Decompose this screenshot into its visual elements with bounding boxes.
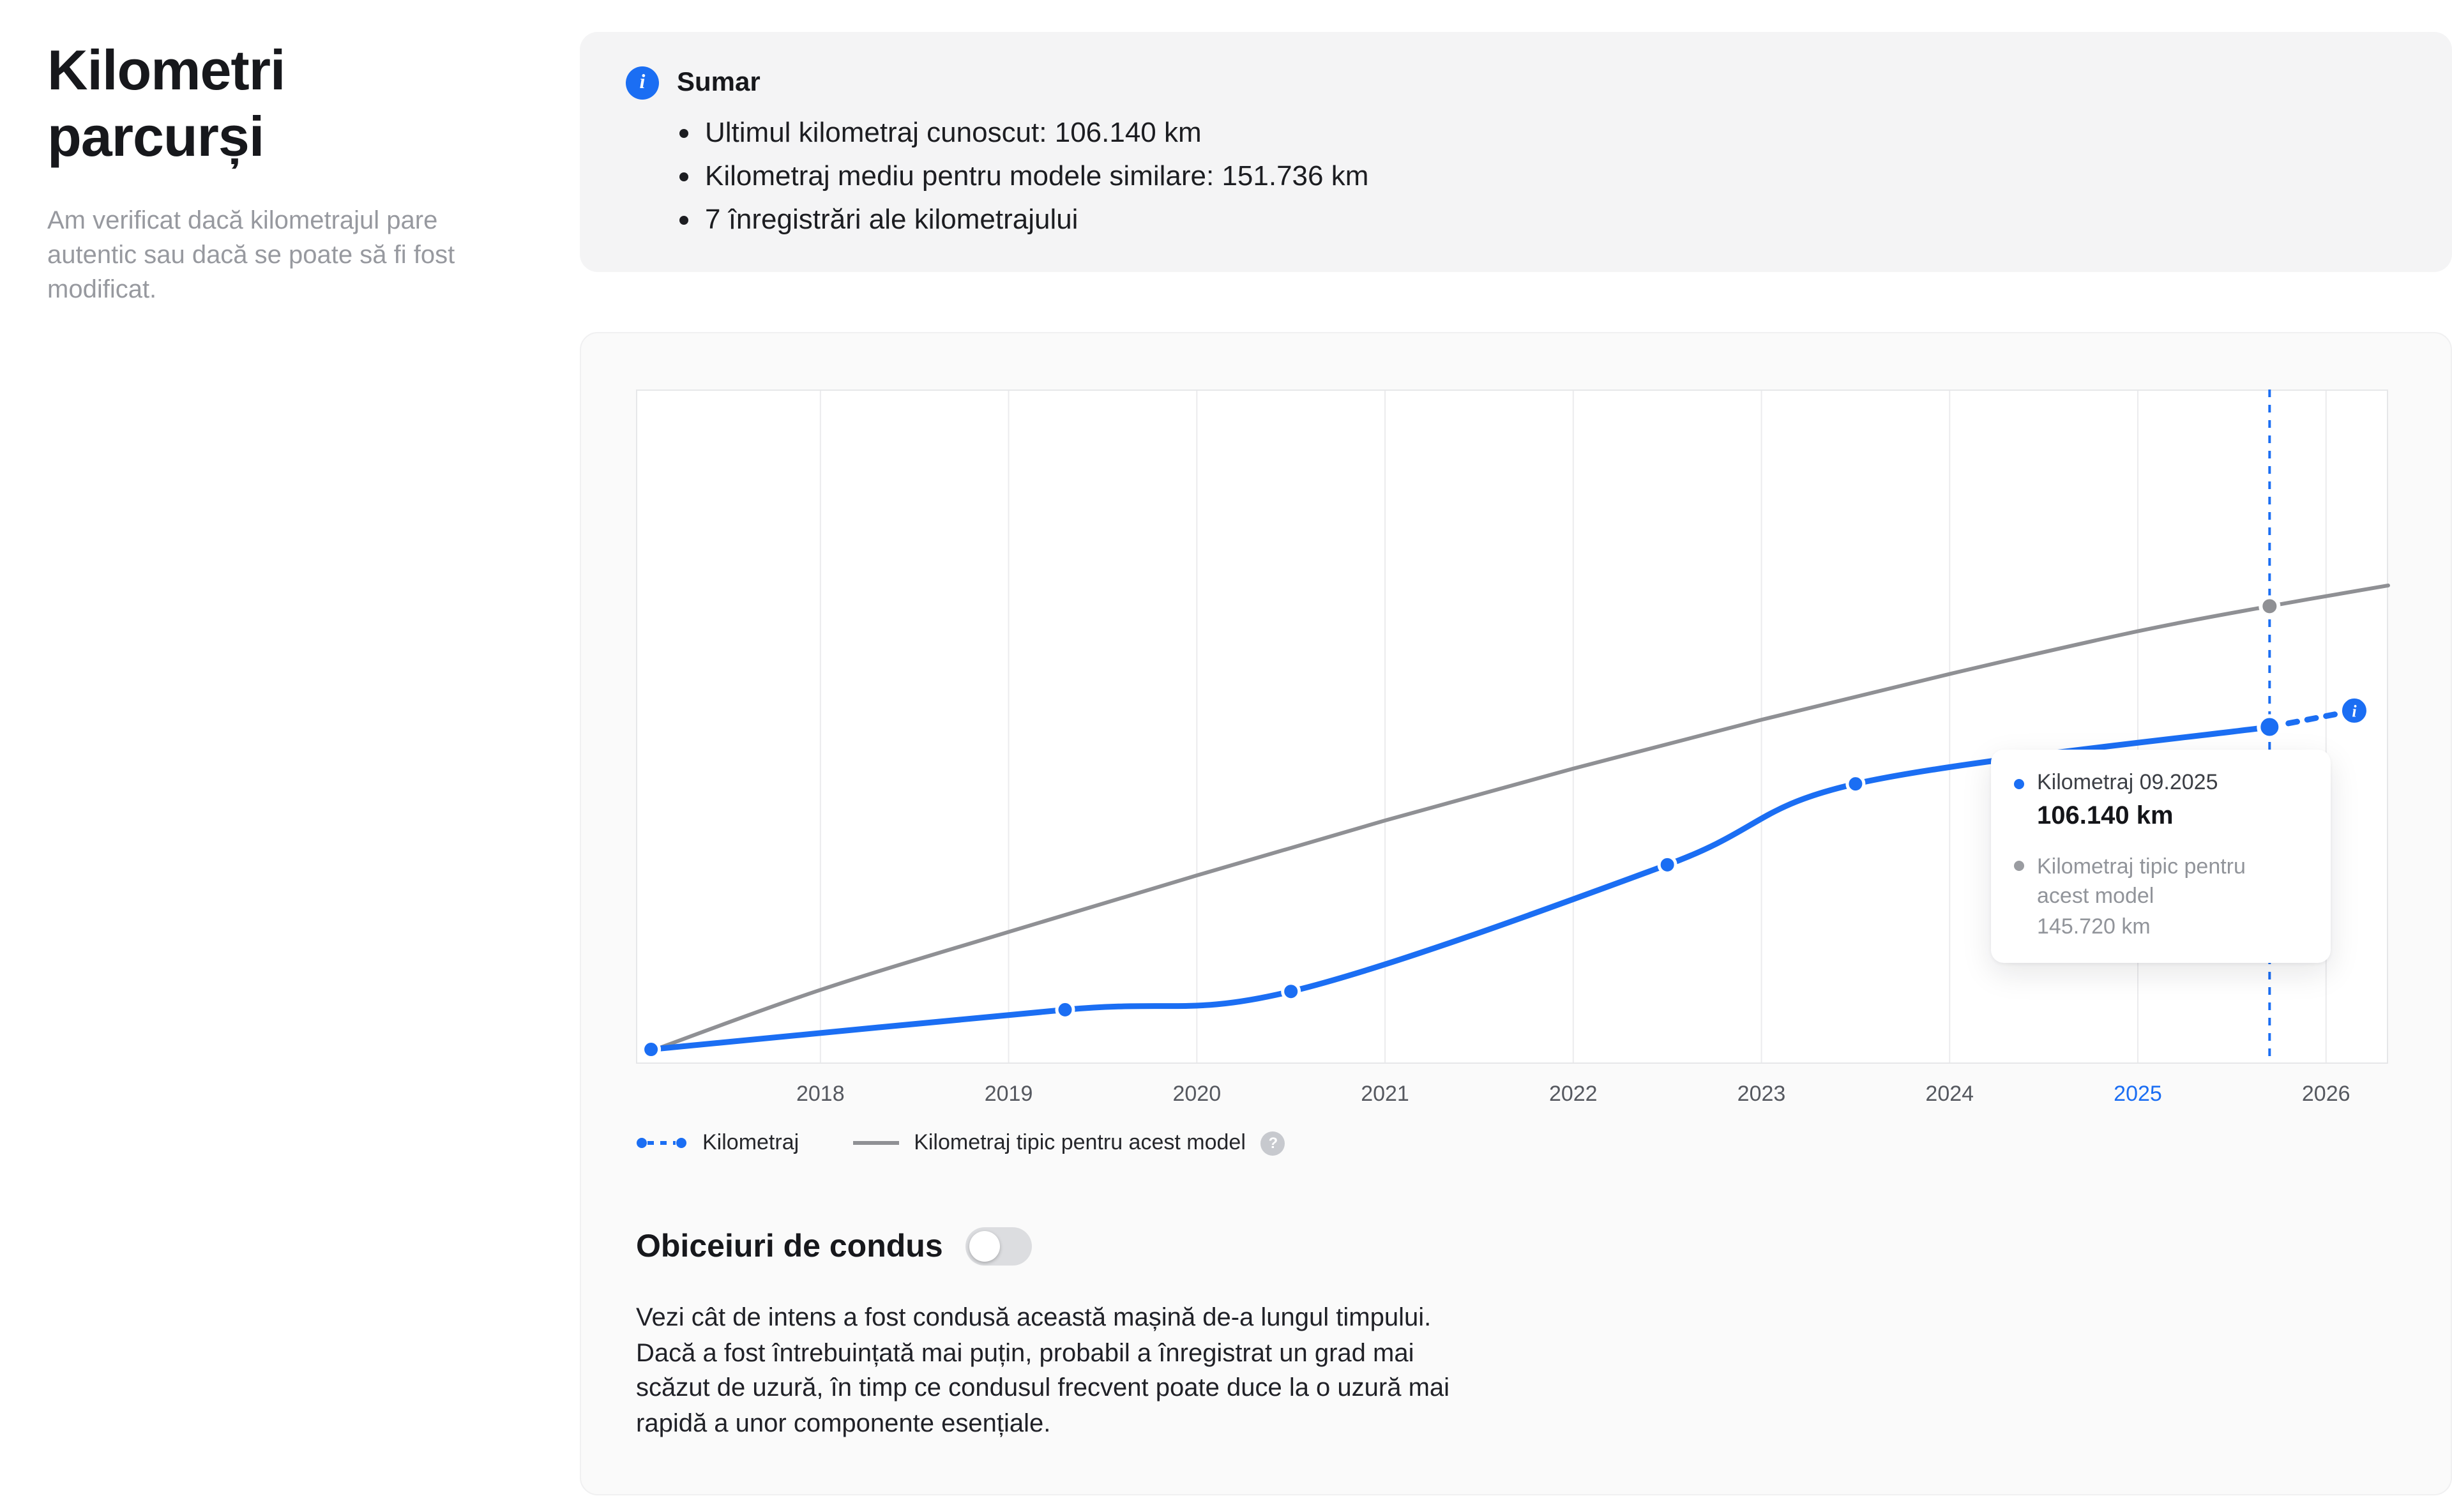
tooltip-typical-value: 145.720 km — [2037, 914, 2151, 939]
info-icon: i — [626, 66, 659, 100]
legend-label-typical: Kilometraj tipic pentru acest model — [914, 1130, 1246, 1154]
legend-label-mileage: Kilometraj — [702, 1130, 799, 1154]
mileage-chart[interactable]: i — [636, 389, 2390, 1064]
legend-item-mileage: Kilometraj — [636, 1130, 799, 1156]
driving-habits-heading: Obiceiuri de condus — [636, 1228, 943, 1264]
summary-item: 7 înregistrări ale kilometrajului — [705, 198, 2406, 241]
driving-habits-header: Obiceiuri de condus — [636, 1227, 1530, 1266]
summary-header: i Sumar — [626, 66, 2406, 100]
summary-card: i Sumar Ultimul kilometraj cunoscut: 106… — [580, 32, 2452, 272]
x-axis-label-2026: 2026 — [2301, 1082, 2350, 1106]
x-axis-label-2023: 2023 — [1737, 1082, 1786, 1106]
tooltip-typical-row: Kilometraj tipic pentru acest model 145.… — [2014, 852, 2308, 940]
x-axis-label-2021: 2021 — [1361, 1082, 1409, 1106]
x-axis-label-2022: 2022 — [1548, 1082, 1598, 1106]
chart-tooltip: Kilometraj 09.2025 106.140 km Kilometraj… — [1991, 750, 2331, 963]
x-axis-label-2025: 2025 — [2114, 1082, 2162, 1106]
help-icon[interactable]: ? — [1260, 1131, 1285, 1155]
blue-dot-icon — [2014, 779, 2024, 789]
x-axis: 2018 2019 2020 2021 2022 2023 2024 2025 2026 — [581, 1082, 2451, 1112]
summary-item: Kilometraj mediu pentru modele similare:… — [705, 155, 2406, 198]
toggle-knob-icon — [969, 1231, 1001, 1262]
mileage-chart-card: i 2018 2019 2020 2021 2022 2023 2024 2025 2026 K… — [580, 332, 2452, 1495]
tooltip-mileage-row: Kilometraj 09.2025 106.140 km — [2014, 770, 2308, 831]
svg-text:i: i — [2352, 702, 2357, 720]
mileage-chart-svg[interactable]: i — [636, 389, 2390, 1064]
page-description: Am verificat dacă kilometrajul pare aute… — [47, 207, 455, 304]
section-content: i Sumar Ultimul kilometraj cunoscut: 106… — [580, 32, 2452, 1495]
dashed-dots-line-icon — [637, 1138, 686, 1148]
summary-list: Ultimul kilometraj cunoscut: 106.140 kmK… — [626, 111, 2406, 241]
chart-legend: Kilometraj Kilometraj tipic pentru acest… — [636, 1130, 1285, 1156]
x-axis-label-2020: 2020 — [1172, 1082, 1222, 1106]
tooltip-mileage-label: Kilometraj 09.2025 — [2037, 770, 2218, 794]
solid-line-icon — [852, 1141, 899, 1145]
x-axis-label-2024: 2024 — [1925, 1082, 1974, 1106]
driving-habits-section: Obiceiuri de condus Vezi cât de intens a… — [636, 1227, 1530, 1442]
legend-item-typical: Kilometraj tipic pentru acest model ? — [852, 1130, 1285, 1156]
x-axis-label-2018: 2018 — [796, 1082, 845, 1106]
gray-dot-icon — [2014, 861, 2024, 871]
summary-item: Ultimul kilometraj cunoscut: 106.140 km — [705, 111, 2406, 155]
summary-heading: Sumar — [677, 68, 761, 97]
section-intro: Kilometri parcurși Am verificat dacă kil… — [47, 38, 494, 308]
page-title: Kilometri parcurși — [47, 40, 285, 169]
x-axis-label-2019: 2019 — [984, 1082, 1033, 1106]
tooltip-mileage-value: 106.140 km — [2037, 802, 2174, 830]
tooltip-typical-label: Kilometraj tipic pentru acest model — [2037, 854, 2246, 908]
driving-habits-toggle[interactable] — [965, 1227, 1033, 1266]
driving-habits-description: Vezi cât de intens a fost condusă aceast… — [636, 1304, 1450, 1437]
